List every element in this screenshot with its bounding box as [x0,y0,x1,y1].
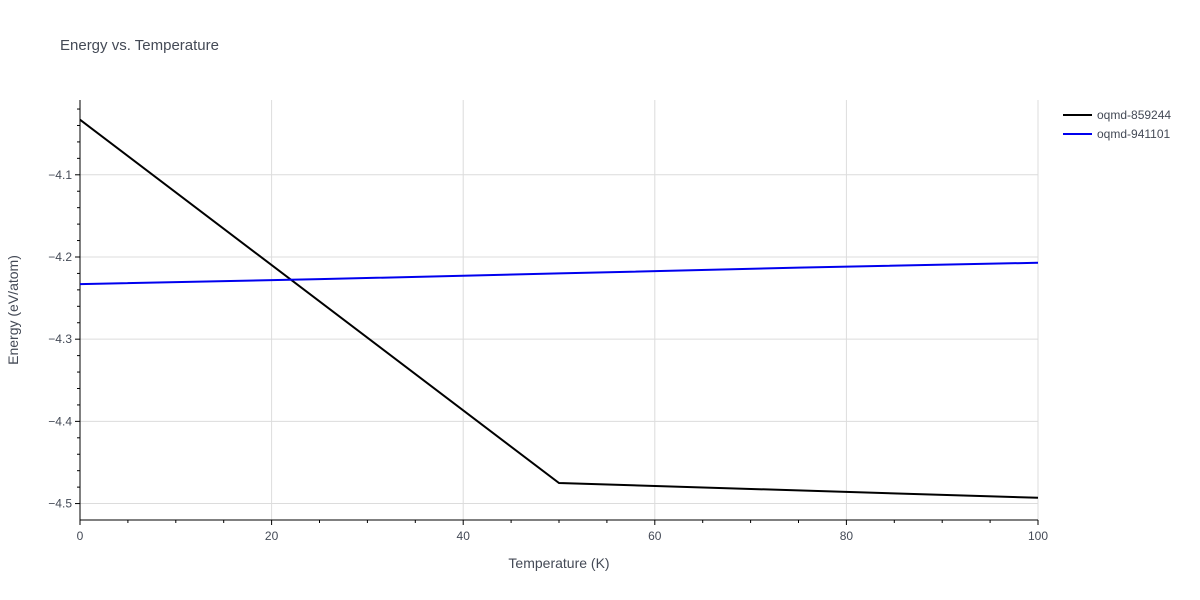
legend[interactable]: oqmd-859244 oqmd-941101 [1063,108,1171,141]
y-tick-label: −4.2 [48,250,72,264]
y-tick-label: −4.3 [48,332,72,346]
series-line-oqmd-859244 [79,118,1039,499]
x-tick-label: 40 [457,529,471,543]
x-tick-label: 100 [1028,529,1048,543]
x-tick-label: 60 [648,529,662,543]
legend-label: oqmd-941101 [1097,127,1170,141]
legend-item-oqmd-941101[interactable]: oqmd-941101 [1063,127,1170,141]
series-line-oqmd-941101 [79,261,1039,286]
y-tick-label: −4.5 [48,497,72,511]
axes: 0 20 40 60 80 100 −4.1 −4.2 −4.3 −4.4 −4.5 [48,100,1048,543]
legend-label: oqmd-859244 [1097,108,1171,122]
legend-item-oqmd-859244[interactable]: oqmd-859244 [1063,108,1171,122]
series-lines [79,118,1039,499]
x-axis-title: Temperature (K) [508,555,609,571]
x-tick-label: 0 [77,529,84,543]
y-axis-title: Energy (eV/atom) [5,255,21,365]
x-tick-label: 80 [840,529,854,543]
y-tick-label: −4.1 [48,168,72,182]
y-tick-label: −4.4 [48,414,72,428]
grid [80,100,1039,520]
chart-title: Energy vs. Temperature [60,37,219,54]
x-tick-label: 20 [265,529,279,543]
